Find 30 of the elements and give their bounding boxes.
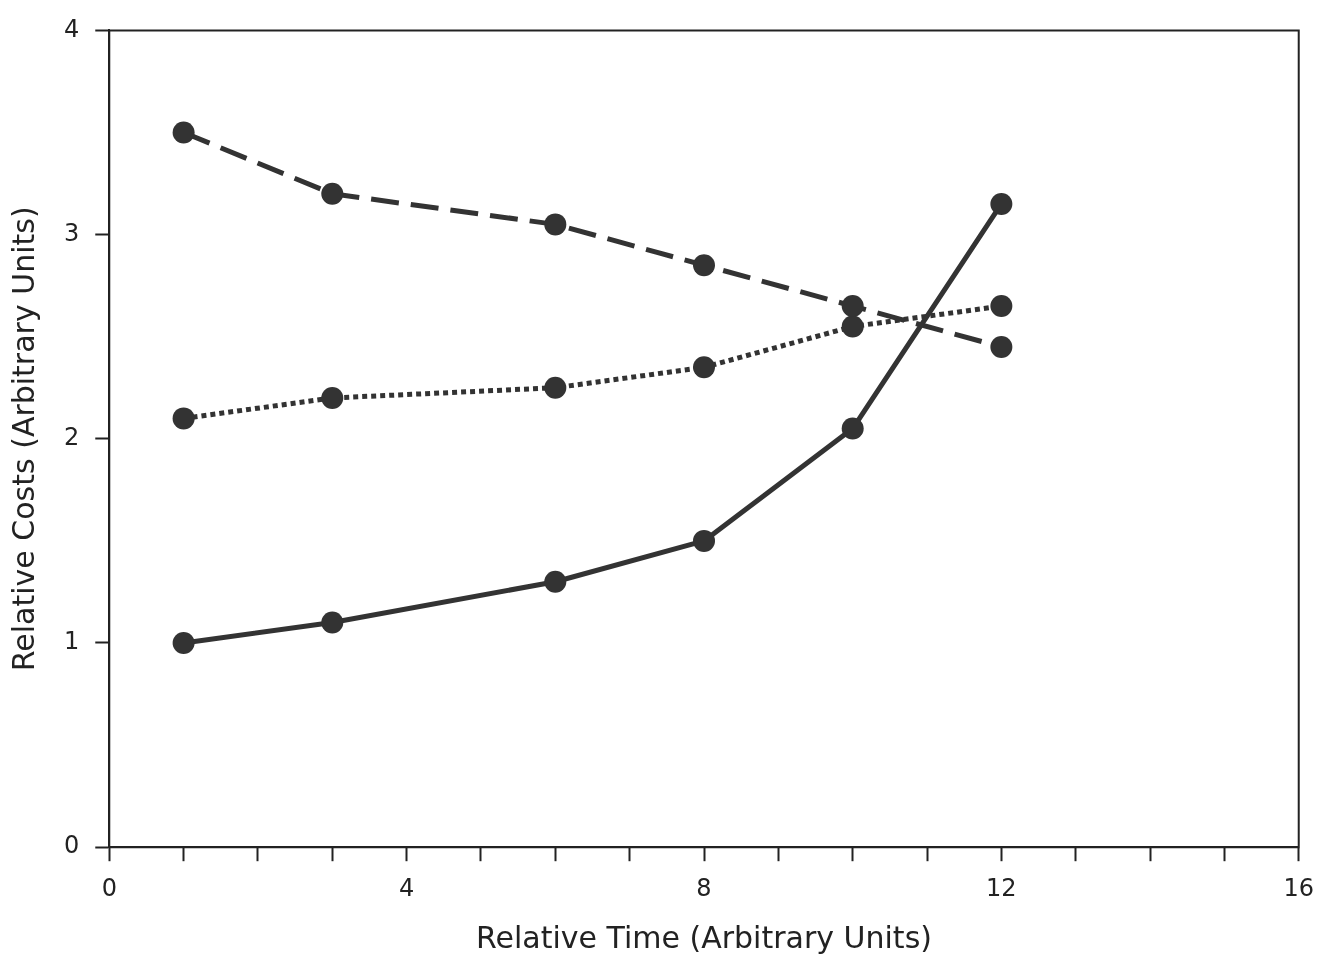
point: [841, 295, 864, 318]
x-tick-label: 12: [986, 873, 1017, 902]
point: [990, 335, 1013, 358]
y-tick-label: 4: [63, 14, 80, 43]
x-axis-title: Relative Time (Arbitrary Units): [476, 919, 932, 955]
y-axis-title: Relative Costs (Arbitrary Units): [5, 206, 41, 672]
y-tick-label: 0: [63, 831, 80, 860]
point: [693, 529, 715, 552]
point: [990, 295, 1013, 318]
y-tick-label: 3: [63, 218, 80, 247]
point: [172, 632, 195, 654]
point: [544, 213, 567, 236]
x-tick-label: 16: [1283, 873, 1314, 902]
point: [990, 192, 1013, 215]
x-tick-label: 4: [398, 873, 415, 902]
point: [544, 376, 567, 399]
point: [544, 570, 567, 593]
point: [693, 356, 715, 379]
point: [841, 417, 864, 440]
y-tick-label: 1: [63, 627, 80, 656]
point: [172, 407, 195, 430]
point: [321, 611, 344, 634]
point: [172, 121, 195, 144]
point: [841, 315, 864, 338]
point: [321, 386, 344, 409]
x-tick-label: 8: [696, 873, 712, 902]
point: [321, 182, 344, 205]
point: [693, 254, 715, 277]
x-tick-label: 0: [101, 873, 117, 902]
y-tick-label: 2: [63, 423, 80, 452]
